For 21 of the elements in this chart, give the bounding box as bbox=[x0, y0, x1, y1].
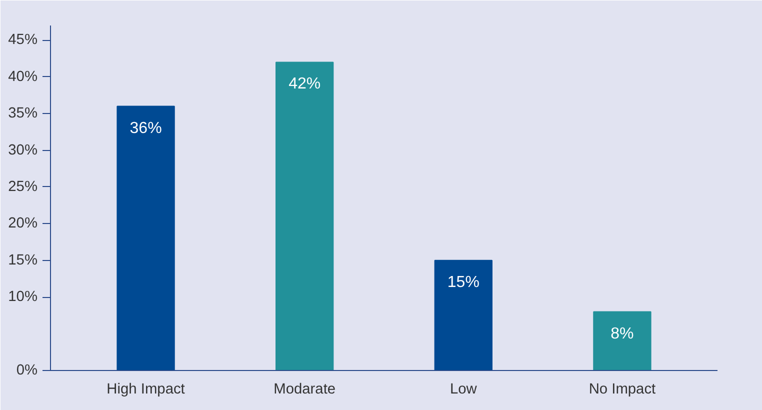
data-label: 8% bbox=[610, 325, 634, 342]
y-tick-label: 45% bbox=[8, 32, 38, 48]
y-tick-label: 40% bbox=[8, 68, 38, 85]
bar bbox=[434, 260, 492, 370]
bar bbox=[593, 311, 652, 370]
y-tick-label: 35% bbox=[8, 106, 38, 122]
x-tick-label: Modarate bbox=[274, 382, 336, 398]
data-label: 36% bbox=[130, 120, 162, 137]
y-tick-label: 15% bbox=[8, 252, 38, 268]
bar bbox=[276, 62, 334, 370]
data-label: 42% bbox=[288, 76, 321, 93]
x-tick-label: No Impact bbox=[588, 382, 656, 398]
y-tick-label: 20% bbox=[8, 216, 38, 232]
x-tick-label: High Impact bbox=[106, 382, 185, 398]
bar bbox=[116, 106, 175, 370]
y-tick-label: 30% bbox=[8, 142, 38, 158]
y-tick-label: 0% bbox=[16, 362, 38, 378]
data-label: 15% bbox=[447, 274, 480, 291]
y-tick-label: 10% bbox=[8, 289, 38, 306]
x-tick-label: Low bbox=[450, 382, 478, 398]
y-tick-label: 25% bbox=[8, 178, 38, 195]
